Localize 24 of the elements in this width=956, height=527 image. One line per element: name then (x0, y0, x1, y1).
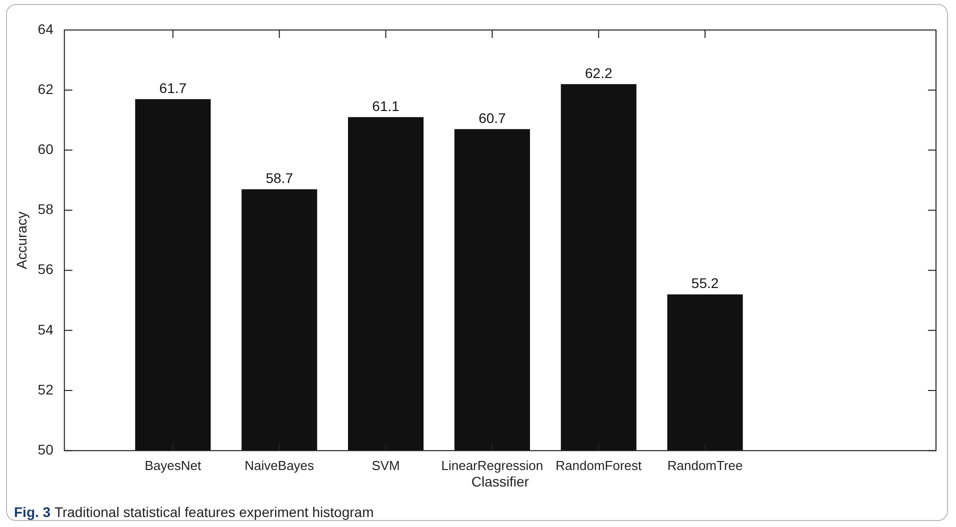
y-tick-label: 64 (38, 20, 54, 37)
text: Traditional statistical features experiment histogram (54, 504, 374, 520)
data-label: 61.1 (372, 98, 400, 114)
y-tick-label: 62 (38, 80, 54, 97)
y-tick-label: 58 (38, 201, 54, 218)
data-label: 58.7 (266, 170, 294, 186)
y-axis-title: Accuracy (13, 212, 30, 270)
y-tick-label: 60 (38, 141, 54, 158)
y-tick-label: 56 (38, 261, 54, 278)
x-tick-label: BayesNet (144, 458, 202, 473)
y-tick-label: 54 (38, 321, 54, 338)
data-label: 62.2 (585, 64, 612, 81)
x-tick-label: NaiveBayes (244, 458, 315, 473)
y-tick-label: 52 (38, 381, 54, 398)
x-tick-label: LinearRegression (441, 458, 544, 473)
x-tick-label: RandomForest (556, 458, 642, 473)
data-label: 55.2 (691, 275, 719, 292)
data-label: 61.7 (159, 80, 187, 96)
y-tick-label: 50 (38, 441, 54, 458)
caption: Fig. 3 (14, 504, 52, 520)
x-tick-label: SVM (372, 458, 400, 473)
x-axis-title: Classifier (471, 473, 530, 490)
x-tick-label: RandomTree (667, 458, 743, 473)
data-label: 60.7 (478, 110, 506, 126)
